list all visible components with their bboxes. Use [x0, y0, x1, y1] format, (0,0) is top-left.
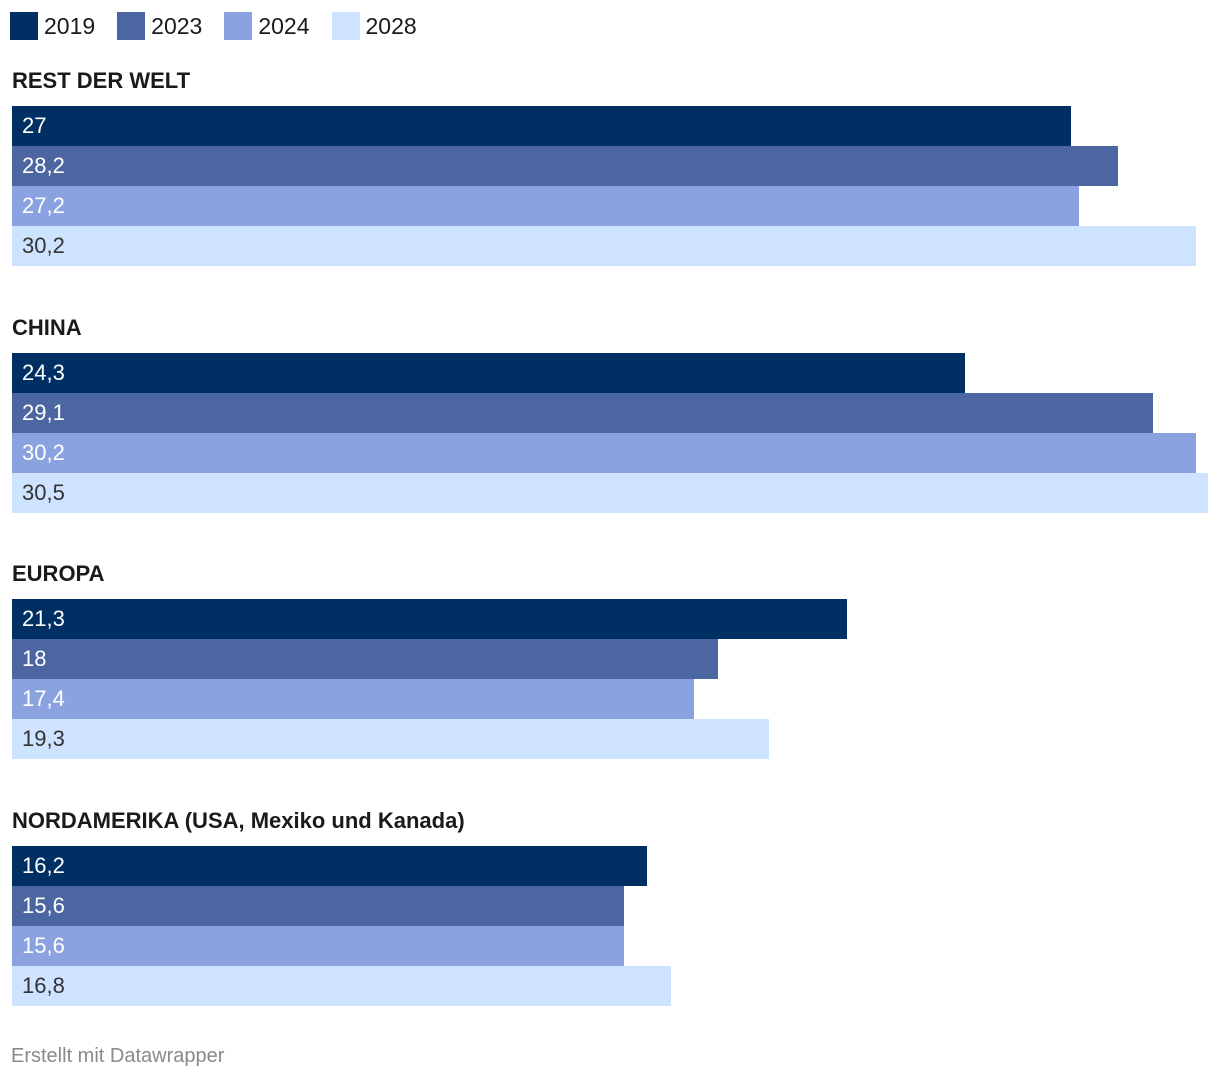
bar-2024: [12, 679, 694, 719]
group-title: NORDAMERIKA (USA, Mexiko und Kanada): [12, 808, 465, 833]
bar-2023: [12, 886, 624, 926]
bar-value-label: 16,2: [22, 853, 65, 878]
bar-value-label: 27: [22, 113, 47, 138]
bar-value-label: 30,2: [22, 233, 65, 258]
chart-legend: 2019 2023 2024 2028: [10, 8, 439, 44]
bar-2023: [12, 639, 718, 679]
bar-2024: [12, 926, 624, 966]
bar-value-label: 21,3: [22, 606, 65, 631]
bar-value-label: 27,2: [22, 193, 65, 218]
bar-2028: [12, 966, 671, 1006]
legend-item-2024: 2024: [224, 12, 310, 40]
bar-value-label: 16,8: [22, 973, 65, 998]
group-title: REST DER WELT: [12, 68, 191, 93]
bar-2019: [12, 106, 1071, 146]
bar-value-label: 30,2: [22, 440, 65, 465]
group-title: CHINA: [12, 315, 82, 340]
bar-2023: [12, 393, 1153, 433]
bar-value-label: 24,3: [22, 360, 65, 385]
legend-swatch: [331, 12, 360, 40]
bar-2019: [12, 599, 847, 639]
bar-2028: [12, 719, 769, 759]
bar-value-label: 30,5: [22, 480, 65, 505]
bar-2024: [12, 186, 1079, 226]
bar-value-label: 18: [22, 646, 47, 671]
bar-2019: [12, 353, 965, 393]
bar-2019: [12, 846, 647, 886]
bar-value-label: 19,3: [22, 726, 65, 751]
bar-value-label: 29,1: [22, 400, 65, 425]
group-title: EUROPA: [12, 561, 105, 586]
bar-2028: [12, 473, 1208, 513]
bar-value-label: 15,6: [22, 893, 65, 918]
bar-2028: [12, 226, 1196, 266]
bar-value-label: 15,6: [22, 933, 65, 958]
bar-2024: [12, 433, 1196, 473]
legend-item-2023: 2023: [117, 12, 202, 40]
legend-label: 2028: [365, 12, 417, 39]
legend-label: 2024: [258, 12, 310, 39]
legend-item-2028: 2028: [331, 12, 417, 40]
legend-label: 2019: [44, 12, 96, 39]
legend-label: 2023: [151, 12, 203, 39]
legend-swatch: [10, 12, 38, 40]
legend-item-2019: 2019: [10, 12, 95, 40]
bar-value-label: 28,2: [22, 153, 65, 178]
bar-value-label: 17,4: [22, 686, 65, 711]
legend-swatch: [224, 12, 253, 40]
credit-footer: Erstellt mit Datawrapper: [11, 1045, 225, 1067]
bar-2023: [12, 146, 1118, 186]
legend-swatch: [117, 12, 146, 40]
